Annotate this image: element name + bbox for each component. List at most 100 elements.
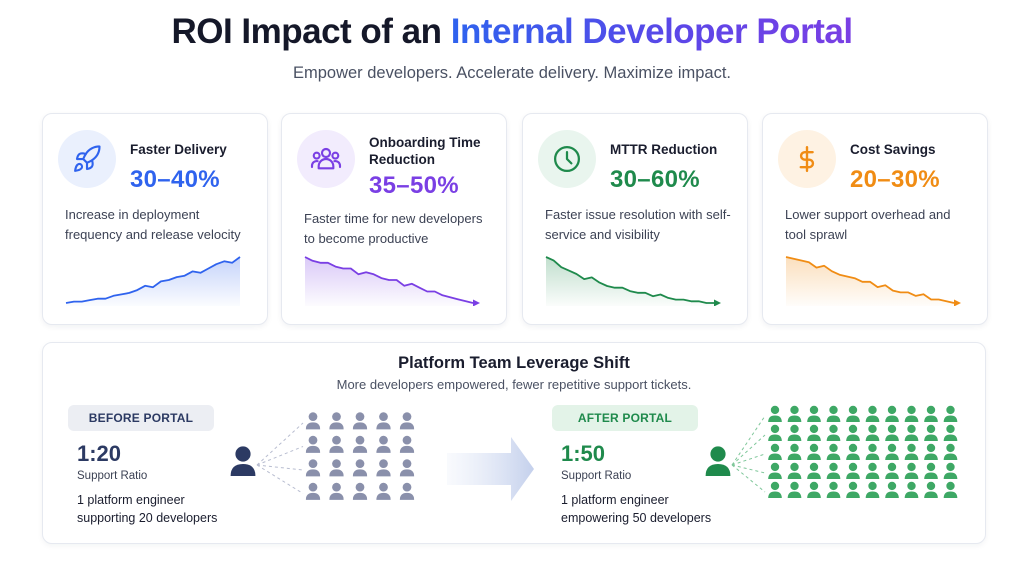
after-network — [705, 405, 958, 499]
developer-icon — [943, 462, 958, 480]
developer-icon — [807, 424, 821, 442]
developer-icon — [826, 424, 841, 442]
developer-icon — [329, 459, 344, 477]
card-cost-savings: Cost Savings 20–30% Lower support overhe… — [762, 113, 988, 325]
card-description: Faster issue resolution with self-servic… — [545, 207, 731, 242]
card-mttr-reduction: MTTR Reduction 30–60% Faster issue resol… — [522, 113, 748, 325]
sparkline-line — [545, 256, 714, 304]
card-stat: 30–40% — [130, 166, 220, 193]
sparkline-arrowhead — [714, 299, 721, 306]
after-portal-badge: AFTER PORTAL — [552, 405, 698, 431]
developer-icon — [885, 405, 899, 423]
leverage-title: Platform Team Leverage Shift — [398, 354, 630, 372]
developer-icon — [807, 443, 821, 461]
before-description-line2: supporting 20 developers — [77, 511, 218, 525]
card-stat: 35–50% — [369, 172, 459, 199]
connector-lines — [256, 422, 304, 494]
card-title: Faster Delivery — [130, 142, 227, 157]
developer-icon — [865, 462, 880, 480]
developer-icon — [399, 435, 415, 453]
developer-icon — [305, 412, 321, 430]
developer-icon — [924, 481, 938, 499]
developer-icon — [846, 405, 860, 423]
developer-icon — [807, 405, 821, 423]
developer-icon — [768, 443, 782, 461]
rocket-icon — [58, 130, 116, 188]
developer-icon — [352, 459, 368, 477]
developer-icon — [885, 481, 899, 499]
trend-sparkline — [65, 256, 241, 306]
developer-icon — [768, 462, 782, 480]
developer-icon — [787, 424, 802, 442]
trend-sparkline — [545, 256, 721, 306]
developer-icon — [943, 405, 958, 423]
developer-icon — [305, 459, 321, 477]
developer-icon — [904, 405, 919, 423]
before-portal-badge: BEFORE PORTAL — [68, 405, 214, 431]
platform-engineer-icon — [230, 446, 256, 476]
developer-icon — [885, 424, 899, 442]
sparkline-arrowhead — [473, 299, 480, 306]
developer-icon — [807, 481, 821, 499]
developer-icon — [376, 435, 391, 453]
developer-icon — [376, 482, 391, 500]
sparkline-line — [304, 256, 474, 304]
card-description: Faster time for new developers to become… — [304, 211, 483, 246]
developer-icon — [826, 481, 841, 499]
developer-icon — [376, 412, 391, 430]
developer-icon — [329, 412, 344, 430]
team-icon — [297, 130, 355, 188]
card-title: MTTR Reduction — [610, 142, 718, 157]
title-highlight: Internal Developer Portal — [450, 12, 853, 51]
clock-icon — [538, 130, 596, 188]
developer-icon — [924, 405, 938, 423]
after-description-line2: empowering 50 developers — [561, 511, 712, 525]
developer-icon — [399, 412, 415, 430]
sparkline-line — [65, 256, 241, 304]
developer-icon — [352, 435, 368, 453]
developer-icon — [399, 482, 415, 500]
card-title: Onboarding Time Reduction — [369, 135, 481, 167]
developer-icon — [904, 462, 919, 480]
developer-icon — [768, 405, 782, 423]
before-description: 1 platform engineer supporting 20 develo… — [77, 491, 217, 527]
after-description: 1 platform engineer empowering 50 develo… — [561, 491, 711, 527]
after-description-line1: 1 platform engineer — [561, 493, 669, 507]
developer-icon — [768, 481, 782, 499]
developer-icon — [352, 482, 368, 500]
developer-icon — [846, 481, 860, 499]
trend-sparkline — [304, 256, 480, 306]
developer-icon — [865, 424, 880, 442]
developer-icon — [787, 443, 802, 461]
developer-icon — [826, 462, 841, 480]
developer-icon — [924, 443, 938, 461]
before-network — [230, 412, 415, 500]
developer-icon — [924, 424, 938, 442]
developer-icon — [787, 481, 802, 499]
developer-icon — [846, 424, 860, 442]
card-faster-delivery: Faster Delivery 30–40% Increase in deplo… — [42, 113, 268, 325]
developer-icon — [329, 482, 344, 500]
sparkline-arrowhead — [954, 299, 961, 306]
developer-icon — [826, 405, 841, 423]
after-ratio-label: Support Ratio — [561, 470, 632, 482]
developer-icon — [846, 443, 860, 461]
card-description: Lower support overhead and tool sprawl — [785, 207, 951, 242]
leverage-subtitle: More developers empowered, fewer repetit… — [336, 377, 692, 392]
leverage-diagram — [230, 405, 958, 501]
developer-icon — [807, 462, 821, 480]
developer-icon — [787, 405, 802, 423]
developer-icon — [943, 481, 958, 499]
developer-icon — [904, 443, 919, 461]
developer-icon — [352, 412, 368, 430]
developer-icon — [904, 481, 919, 499]
sparkline-area — [546, 257, 714, 306]
card-onboarding-time: Onboarding Time Reduction 35–50% Faster … — [281, 113, 507, 325]
developer-icon — [885, 462, 899, 480]
connector-lines — [731, 415, 766, 493]
page-title: ROI Impact of an Internal Developer Port… — [0, 12, 1024, 52]
developer-icon — [399, 459, 415, 477]
developer-icon — [904, 424, 919, 442]
card-stat: 20–30% — [850, 166, 940, 193]
developer-icon — [376, 459, 391, 477]
